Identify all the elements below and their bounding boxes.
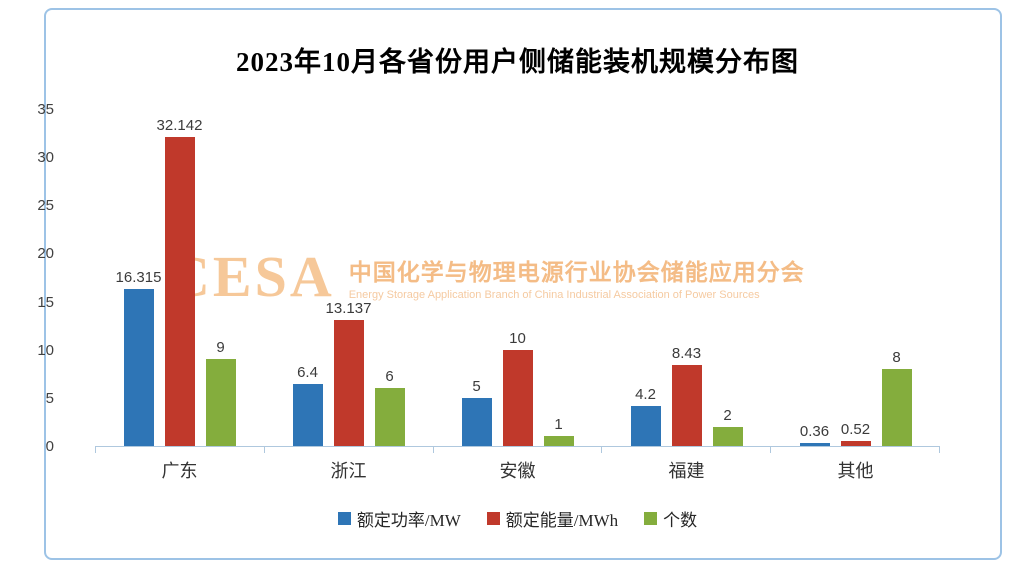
y-axis-tick-label: 35 <box>37 101 54 118</box>
legend-swatch-icon <box>486 512 500 525</box>
x-axis-tick <box>602 447 772 453</box>
data-label: 2 <box>723 406 732 424</box>
x-axis-tick <box>434 447 603 453</box>
x-axis-ticks <box>95 447 940 453</box>
y-axis-tick-label: 30 <box>37 149 54 167</box>
y-axis-tick-label: 20 <box>37 245 54 263</box>
data-label: 9 <box>216 339 225 357</box>
bar[interactable]: 13.137 <box>326 300 371 446</box>
y-axis-tick-label: 25 <box>37 197 54 215</box>
legend-swatch-icon <box>644 512 658 525</box>
bar[interactable]: 1 <box>543 416 574 446</box>
data-label: 8.43 <box>671 344 702 362</box>
bar-group: 16.315 32.142 9 <box>95 110 264 446</box>
bar[interactable]: 32.142 <box>157 117 202 446</box>
bar[interactable]: 5 <box>461 378 492 446</box>
legend-item[interactable]: 额定能量/MWh <box>486 506 619 531</box>
y-axis: 0 5 10 15 20 25 30 35 <box>18 101 54 455</box>
watermark-text: 中国化学与物理电源行业协会储能应用分会 Energy Storage Appli… <box>349 253 805 301</box>
bar[interactable]: 10 <box>502 330 533 446</box>
bar-group: 4.2 8.43 2 <box>602 110 771 446</box>
watermark: CESA 中国化学与物理电源行业协会储能应用分会 Energy Storage … <box>168 248 805 306</box>
chart-border-frame <box>44 8 1002 560</box>
plot-area: 16.315 32.142 9 6.4 13.137 6 5 10 1 4.2 8.43 2 0.36 0… <box>95 110 940 447</box>
category-label: 福建 <box>668 461 705 481</box>
data-label: 5 <box>472 377 481 395</box>
data-label: 32.142 <box>156 116 203 134</box>
bar[interactable]: 9 <box>205 339 236 446</box>
legend-item[interactable]: 个数 <box>644 506 697 531</box>
bar[interactable]: 8.43 <box>671 345 702 446</box>
cesa-logo: CESA <box>168 244 335 309</box>
bar[interactable]: 0.36 <box>799 423 830 446</box>
y-axis-tick-label: 5 <box>45 389 54 407</box>
legend: 额定功率/MW 额定能量/MWh 个数 <box>95 506 940 531</box>
x-axis-tick <box>265 447 434 453</box>
bar[interactable]: 4.2 <box>630 386 661 446</box>
data-label: 10 <box>509 329 526 347</box>
category-label: 其他 <box>837 461 874 481</box>
legend-label: 个数 <box>663 511 698 530</box>
y-axis-tick-label: 10 <box>37 341 54 359</box>
data-label: 1 <box>554 416 563 434</box>
bar[interactable]: 2 <box>712 407 743 446</box>
watermark-line2: Energy Storage Application Branch of Chi… <box>348 289 760 301</box>
x-axis-tick <box>771 447 940 453</box>
legend-swatch-icon <box>337 512 351 525</box>
data-label: 13.137 <box>325 299 372 317</box>
data-label: 0.52 <box>840 421 871 438</box>
y-axis-tick-label: 15 <box>37 293 54 311</box>
data-label: 6.4 <box>297 364 318 382</box>
data-label: 4.2 <box>635 385 656 403</box>
category-label: 安徽 <box>499 461 536 481</box>
bar-group: 6.4 13.137 6 <box>264 110 433 446</box>
legend-label: 额定功率/MW <box>356 511 461 530</box>
y-axis-tick-label: 0 <box>45 438 54 455</box>
legend-label: 额定能量/MWh <box>505 511 619 530</box>
bar[interactable]: 16.315 <box>116 269 161 446</box>
data-label: 8 <box>892 348 901 366</box>
bar[interactable]: 6.4 <box>292 364 323 446</box>
watermark-line1: 中国化学与物理电源行业协会储能应用分会 <box>348 259 805 285</box>
bar[interactable]: 8 <box>881 349 912 446</box>
x-axis-tick <box>96 447 265 453</box>
category-label: 浙江 <box>330 461 367 481</box>
bar-group: 0.36 0.52 8 <box>771 110 940 446</box>
x-axis-labels: 广东 浙江 安徽 福建 其他 <box>95 457 940 483</box>
data-label: 6 <box>385 368 394 386</box>
legend-item[interactable]: 额定功率/MW <box>337 506 461 531</box>
bar[interactable]: 0.52 <box>840 421 871 446</box>
bar[interactable]: 6 <box>374 368 405 446</box>
category-label: 广东 <box>161 461 198 481</box>
data-label: 16.315 <box>115 268 162 286</box>
chart-title: 2023年10月各省份用户侧储能装机规模分布图 <box>236 47 799 77</box>
data-label: 0.36 <box>799 422 830 440</box>
bar-group: 5 10 1 <box>433 110 602 446</box>
